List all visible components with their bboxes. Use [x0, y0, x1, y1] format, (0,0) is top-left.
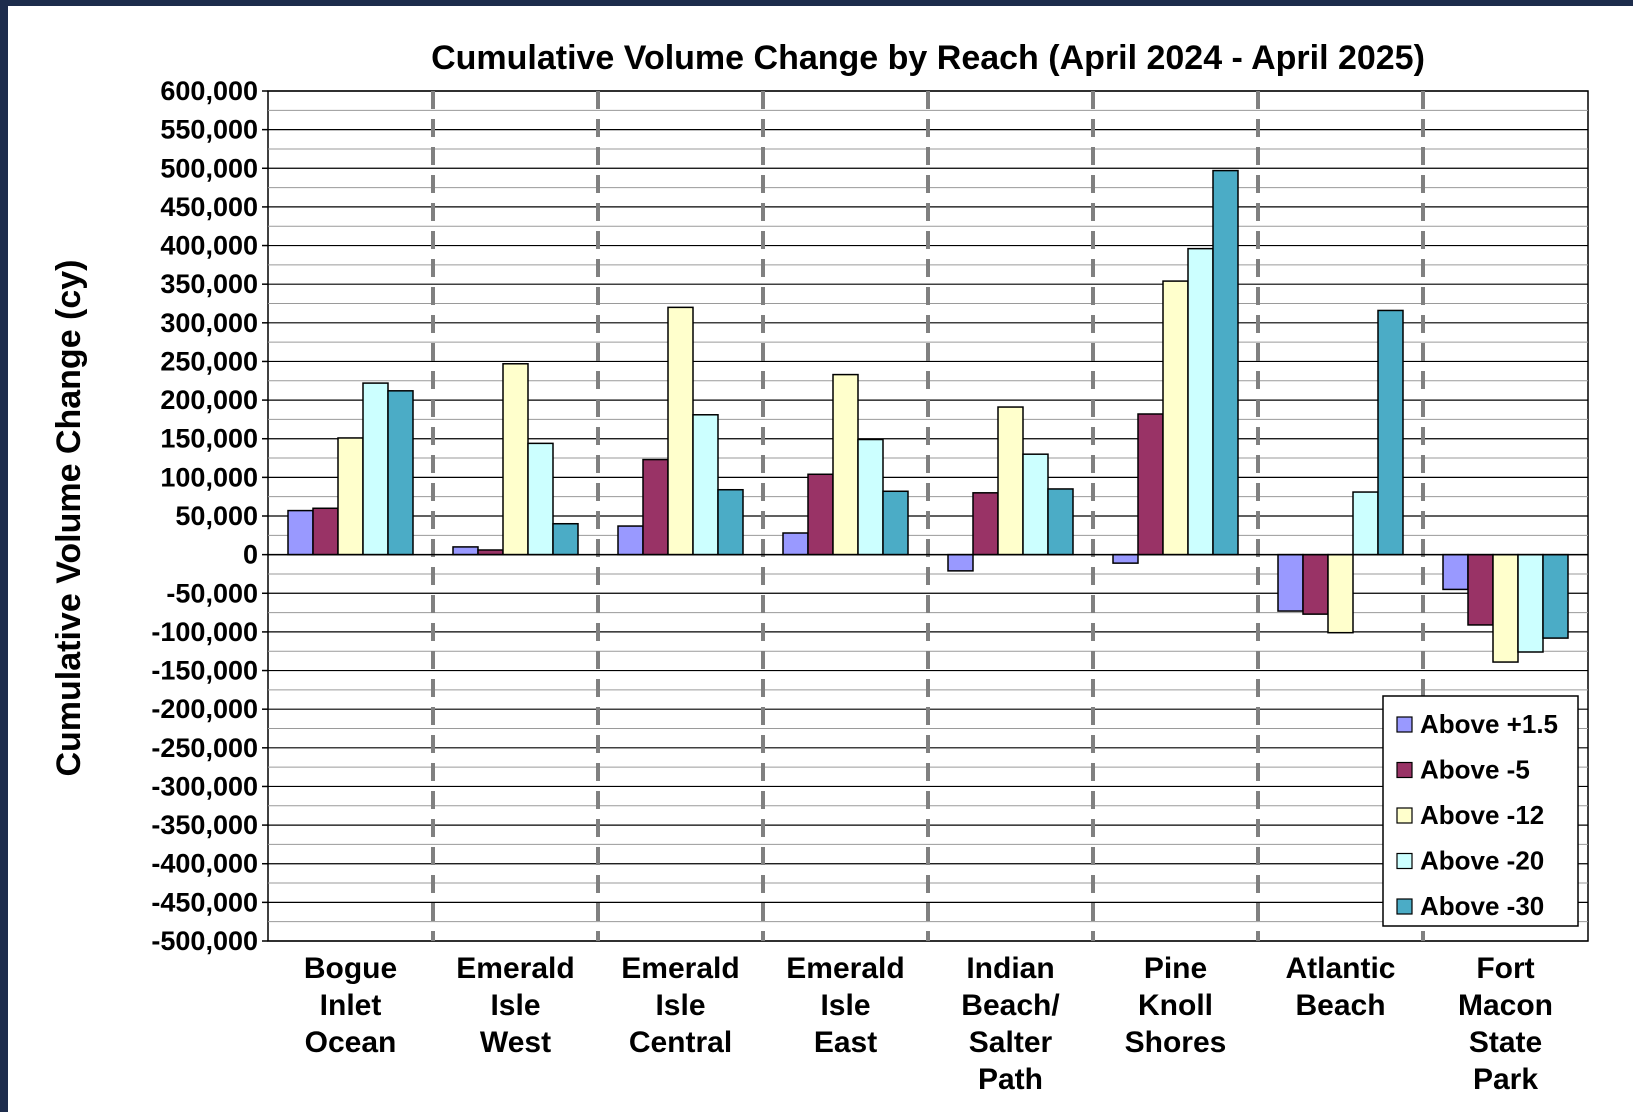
- legend-box: [1382, 695, 1579, 927]
- y-tick-label: -300,000: [151, 771, 258, 801]
- y-axis-label: Cumulative Volume Change (cy): [50, 259, 88, 776]
- bar: [527, 442, 554, 556]
- y-tick-label: 500,000: [160, 153, 258, 183]
- chart-title: Cumulative Volume Change by Reach (April…: [431, 39, 1425, 77]
- y-tick-label: 100,000: [160, 462, 258, 492]
- bar: [1112, 553, 1139, 564]
- bar: [1302, 553, 1329, 615]
- bar: [1277, 553, 1304, 612]
- bar: [502, 363, 529, 556]
- y-tick-label: 550,000: [160, 115, 258, 145]
- bar-layer: [287, 169, 1569, 663]
- bar: [552, 522, 579, 556]
- category-label: Pine Knoll Shores: [1125, 952, 1227, 1059]
- bar: [1022, 453, 1049, 556]
- bar: [807, 473, 834, 556]
- category-label: Emerald Isle Central: [621, 952, 739, 1059]
- legend-entry: Above -12: [1420, 800, 1544, 830]
- legend-entry: Above -30: [1420, 891, 1544, 921]
- legend-entry: Above -20: [1420, 846, 1544, 876]
- bar: [692, 414, 719, 556]
- bar: [1137, 413, 1164, 556]
- category-label: Emerald Isle West: [456, 952, 574, 1059]
- bar: [337, 437, 364, 556]
- y-tick-label: -500,000: [151, 926, 258, 956]
- y-tick-label: -150,000: [151, 656, 258, 686]
- bar: [1442, 553, 1469, 591]
- y-tick-label: -450,000: [151, 887, 258, 917]
- bar: [972, 492, 999, 556]
- bar: [947, 553, 974, 572]
- bar: [1517, 553, 1544, 653]
- bar: [287, 509, 314, 556]
- legend: Above +1.5 Above -5 Above -12 Above -20 Abov…: [1382, 695, 1579, 927]
- chart-frame: Cumulative Volume Change by Reach (April…: [8, 6, 1633, 1112]
- y-tick-label: -350,000: [151, 810, 258, 840]
- category-label: Atlantic Beach: [1285, 952, 1395, 1022]
- axis-layer: [262, 90, 1588, 942]
- bar: [882, 490, 909, 556]
- bar: [617, 525, 644, 556]
- y-tick-label: -200,000: [151, 694, 258, 724]
- category-label: Bogue Inlet Ocean: [304, 952, 397, 1059]
- bar: [387, 390, 414, 556]
- y-tick-label: -50,000: [166, 578, 258, 608]
- bar: [667, 306, 694, 556]
- y-tick-label: 200,000: [160, 385, 258, 415]
- legend-entry: Above +1.5: [1420, 709, 1558, 739]
- bar: [1377, 309, 1404, 556]
- bar: [1492, 553, 1519, 663]
- bar: [362, 382, 389, 556]
- category-label: Indian Beach/Salter Path: [961, 952, 1060, 1096]
- legend-entry: Above -5: [1420, 755, 1530, 785]
- bar: [642, 458, 669, 556]
- legend-swatch: [1396, 716, 1413, 733]
- legend-swatch: [1396, 898, 1413, 915]
- category-labels: Bogue Inlet Ocean Emerald Isle West Emerald Isl…: [304, 952, 1553, 1096]
- bar: [1542, 553, 1569, 639]
- y-tick-label: -250,000: [151, 733, 258, 763]
- y-tick-label: -100,000: [151, 617, 258, 647]
- bar: [1212, 169, 1239, 556]
- bar: [1352, 491, 1379, 556]
- bar: [452, 546, 479, 556]
- bar: [782, 532, 809, 556]
- bar: [312, 507, 339, 556]
- bar: [857, 438, 884, 556]
- legend-swatch: [1396, 761, 1413, 779]
- bar: [997, 406, 1024, 556]
- bar: [1047, 488, 1074, 556]
- y-tick-label: 300,000: [160, 308, 258, 338]
- y-tick-label: 50,000: [175, 501, 258, 531]
- bar: [1467, 553, 1494, 626]
- category-label: Fort Macon State Park: [1458, 952, 1553, 1096]
- bar: [1327, 553, 1354, 634]
- bar: [832, 373, 859, 556]
- category-label: Emerald Isle East: [786, 952, 904, 1059]
- chart-svg: Cumulative Volume Change by Reach (April…: [50, 39, 1589, 1096]
- y-tick-label: 250,000: [160, 346, 258, 376]
- legend-swatch: [1396, 807, 1413, 824]
- bar: [717, 488, 744, 556]
- y-tick-label: 400,000: [160, 231, 258, 261]
- y-tick-label: 0: [243, 540, 258, 570]
- bar: [1187, 247, 1214, 556]
- y-tick-label: 350,000: [160, 269, 258, 299]
- y-tick-label: 450,000: [160, 192, 258, 222]
- legend-swatch: [1396, 852, 1413, 870]
- y-tick-label: -400,000: [151, 849, 258, 879]
- y-tick-label: 150,000: [160, 424, 258, 454]
- y-tick-labels: 600,000 550,000 500,000 450,000 400,000 350,0…: [151, 76, 258, 956]
- bar: [1162, 280, 1189, 556]
- y-tick-label: 600,000: [160, 76, 258, 106]
